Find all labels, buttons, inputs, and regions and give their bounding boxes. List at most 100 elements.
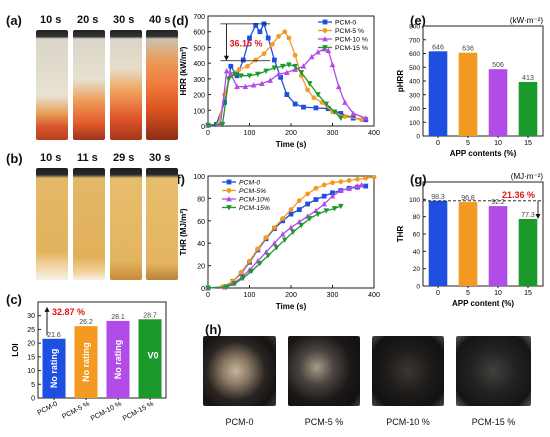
series-line-2 bbox=[207, 176, 375, 289]
data-point-1 bbox=[305, 201, 310, 207]
data-point-4 bbox=[205, 285, 211, 291]
x-tick-label: 400 bbox=[368, 130, 380, 137]
flame-photo-b-1 bbox=[36, 168, 68, 280]
data-point-2 bbox=[363, 175, 369, 181]
data-point-3 bbox=[342, 99, 348, 105]
annotation-arrow-head bbox=[44, 306, 50, 312]
y-tick-label: 80 bbox=[413, 214, 421, 221]
data-point-1 bbox=[288, 211, 294, 217]
bar-rating-label-4: V0 bbox=[147, 351, 158, 361]
data-point-4 bbox=[223, 284, 230, 290]
y-tick-label: 600 bbox=[409, 51, 420, 58]
bar-4 bbox=[138, 319, 162, 398]
data-point-3 bbox=[267, 77, 274, 83]
data-point-2 bbox=[253, 57, 259, 63]
x-tick-label: 200 bbox=[285, 130, 297, 137]
bar-value-label-3: 28.1 bbox=[111, 314, 125, 321]
data-point-4 bbox=[338, 203, 344, 210]
y-tick-label: 600 bbox=[193, 30, 205, 37]
bar-2 bbox=[74, 326, 98, 398]
legend-marker-2 bbox=[226, 188, 232, 193]
data-point-3 bbox=[234, 83, 240, 90]
bar-4 bbox=[518, 81, 538, 136]
data-point-4 bbox=[246, 73, 253, 79]
y-tick-label: 20 bbox=[413, 266, 421, 273]
legend-label-4: PCM-15 % bbox=[335, 45, 368, 52]
x-tick-label-2: PCM-5 % bbox=[61, 401, 91, 421]
x-tick-label-4: 15 bbox=[524, 140, 532, 147]
data-point-2 bbox=[276, 34, 281, 39]
bar-rating-label-2: No rating bbox=[81, 342, 91, 382]
y-tick-label: 60 bbox=[413, 232, 421, 239]
data-point-4 bbox=[271, 65, 278, 71]
legend-marker-3 bbox=[322, 36, 328, 42]
data-point-4 bbox=[323, 208, 330, 214]
x-axis-label: Time (s) bbox=[276, 302, 307, 311]
data-point-4 bbox=[238, 73, 244, 79]
y-tick-label: 60 bbox=[197, 219, 205, 226]
data-point-4 bbox=[292, 63, 298, 70]
data-point-3 bbox=[321, 201, 327, 207]
y-tick-label: 200 bbox=[193, 93, 205, 100]
bar-value-label-3: 506 bbox=[492, 62, 504, 69]
data-point-1 bbox=[278, 74, 284, 80]
x-tick-label: 0 bbox=[206, 130, 210, 137]
x-tick-label-1: 0 bbox=[436, 290, 440, 297]
data-point-2 bbox=[342, 114, 348, 119]
data-point-4 bbox=[298, 70, 305, 76]
bar-value-label-2: 26.2 bbox=[79, 319, 93, 326]
bar-value-label-2: 636 bbox=[462, 46, 474, 53]
data-point-2 bbox=[355, 176, 360, 182]
panel-label-g: (g) bbox=[410, 172, 427, 187]
data-point-3 bbox=[300, 63, 307, 69]
legend-label-4: PCM-15% bbox=[239, 205, 270, 212]
chart-f-thr: 0 20 40 60 80 100 0 100 200 300 400 Time (s) THR (MJ… bbox=[179, 174, 380, 311]
y-tick-label: 0 bbox=[201, 286, 205, 293]
data-point-3 bbox=[271, 240, 278, 246]
data-point-2 bbox=[346, 178, 352, 183]
photo-b-time-1: 10 s bbox=[40, 152, 62, 164]
bar-value-label-2: 96.8 bbox=[461, 195, 475, 202]
y-tick-label: 500 bbox=[409, 65, 420, 72]
data-point-3 bbox=[358, 181, 365, 188]
flame-photo-a-3 bbox=[110, 30, 142, 140]
legend-marker-4 bbox=[322, 45, 328, 51]
data-point-4 bbox=[286, 62, 292, 68]
data-point-3 bbox=[228, 71, 234, 77]
panel-label-h: (h) bbox=[205, 322, 222, 337]
x-tick-label-4: PCM-15 % bbox=[122, 401, 155, 423]
flame-photo-b-2 bbox=[73, 168, 105, 280]
photo-b-time-4: 30 s bbox=[149, 152, 171, 164]
chart-d-hrr: 0 100 200 300 400 500 600 700 0 100 200 300 400 Time … bbox=[179, 14, 380, 149]
chart-c-loi: 0 5 10 15 20 25 30 21.6 PCM-0 No rating 26.2 PCM-5 … bbox=[11, 301, 167, 423]
data-point-4 bbox=[298, 222, 305, 229]
photo-b-time-2: 11 s bbox=[77, 152, 98, 164]
bar-rating-label-3: No rating bbox=[113, 340, 123, 380]
y-tick-label: 80 bbox=[197, 196, 205, 203]
data-point-2 bbox=[282, 29, 288, 35]
photo-a-time-2: 20 s bbox=[77, 14, 99, 26]
data-point-2 bbox=[359, 117, 364, 123]
y-tick-label: 100 bbox=[409, 197, 420, 204]
legend-marker-1 bbox=[226, 179, 232, 185]
y-tick-label: 25 bbox=[27, 327, 35, 334]
legend-label-3: PCM-10 % bbox=[335, 37, 368, 44]
y-tick-label: 40 bbox=[413, 249, 421, 256]
y-tick-label: 700 bbox=[193, 14, 205, 21]
y-tick-label: 100 bbox=[409, 120, 420, 127]
y-tick-label: 0 bbox=[416, 134, 420, 141]
data-point-4 bbox=[255, 71, 261, 78]
bar-value-label-1: 646 bbox=[432, 44, 444, 51]
bar-value-label-4: 413 bbox=[522, 75, 534, 82]
data-point-1 bbox=[321, 193, 327, 199]
data-point-2 bbox=[305, 191, 310, 197]
flame-photo-b-4 bbox=[146, 168, 178, 280]
y-tick-label: 0 bbox=[31, 396, 35, 403]
panel-label-a: (a) bbox=[6, 13, 22, 28]
residue-caption-1: PCM-0 bbox=[225, 417, 254, 427]
x-tick-label-4: 15 bbox=[524, 290, 532, 297]
bar-3 bbox=[488, 69, 508, 136]
data-point-1 bbox=[228, 63, 234, 69]
flame-photo-b-3 bbox=[110, 168, 142, 280]
panel-label-e: (e) bbox=[410, 13, 426, 28]
